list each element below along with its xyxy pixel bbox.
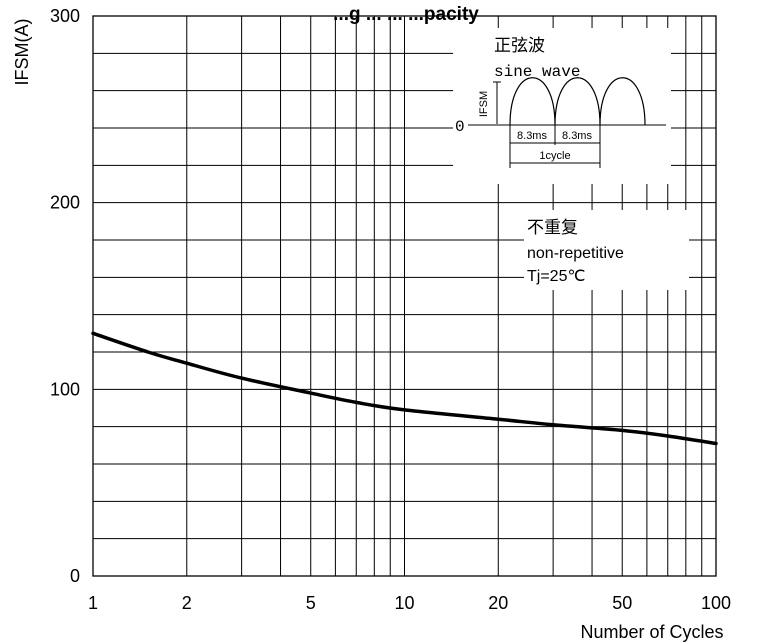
- inset-label-en: sine wave: [494, 63, 580, 81]
- inset-half-period-1: 8.3ms: [517, 130, 547, 142]
- x-axis-label: Number of Cycles: [580, 622, 723, 642]
- y-tick-label: 300: [50, 6, 80, 26]
- annotation-line-en: non-repetitive: [527, 245, 624, 262]
- x-tick-label: 2: [182, 593, 192, 613]
- inset-sine-wave: [509, 77, 646, 126]
- x-tick-label: 50: [612, 593, 632, 613]
- y-axis-label: IFSM(A): [12, 19, 32, 86]
- sine-wave-inset: 正弦波 sine wave IFSM 0 8.3ms 8.3ms 1cycle: [453, 28, 671, 184]
- plot-frame: [92, 15, 717, 577]
- inset-axis-label: IFSM: [478, 91, 490, 117]
- annotation-line-cn: 不重复: [527, 218, 578, 238]
- y-tick-labels: 0 100 200 300: [50, 6, 80, 586]
- inset-zero-label: 0: [455, 118, 465, 136]
- condition-annotation: 不重复 non-repetitive Tj=25℃: [524, 210, 689, 290]
- y-tick-label: 200: [50, 193, 80, 213]
- x-tick-label: 100: [701, 593, 731, 613]
- inset-label-cn: 正弦波: [494, 36, 545, 56]
- inset-cycle-label: 1cycle: [539, 150, 570, 162]
- inset-half-period-2: 8.3ms: [562, 130, 592, 142]
- y-tick-label: 100: [50, 379, 80, 399]
- x-tick-label: 1: [88, 593, 98, 613]
- x-tick-label: 5: [306, 593, 316, 613]
- annotation-line-condition: Tj=25℃: [527, 268, 585, 285]
- series-line: [91, 331, 718, 446]
- annotation-background: [524, 210, 689, 290]
- x-tick-label: 10: [394, 593, 414, 613]
- y-tick-label: 0: [70, 566, 80, 586]
- x-tick-label: 20: [488, 593, 508, 613]
- chart-title: ...g ... ... ...pacity: [333, 4, 479, 25]
- inset-background: [453, 28, 671, 184]
- x-tick-labels: 1 2 5 10 20 50 100: [88, 593, 731, 613]
